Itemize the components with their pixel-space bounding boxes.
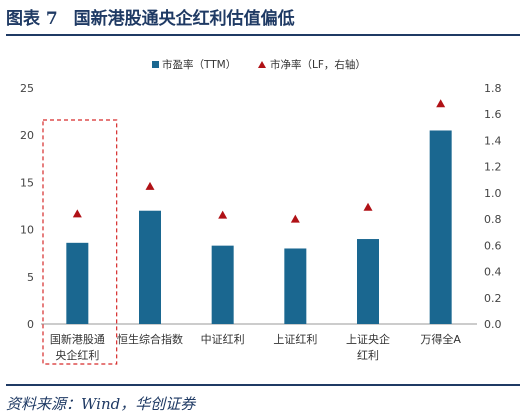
x-tick-label: 国新港股通 [50,332,105,346]
y-right-tick-label: 0.0 [484,318,502,331]
y-right-tick-label: 1.6 [484,108,502,121]
bar [284,248,307,324]
highlight-box [42,119,118,365]
x-tick-label: 中证红利 [201,333,245,346]
legend-marker-label: 市净率（LF，右轴） [270,58,366,71]
pb-marker [290,214,300,223]
bar [429,130,452,324]
source-rule [6,384,520,386]
pb-marker [145,181,155,190]
x-tick-label: 恒生综合指数 [117,332,183,346]
y-left-tick-label: 0 [27,318,34,331]
legend-bar-swatch [152,61,159,68]
x-tick-label: 红利 [357,349,379,362]
y-left-tick-label: 25 [20,82,34,95]
y-left-tick-label: 10 [20,224,34,237]
x-tick-label: 央企红利 [55,348,99,362]
y-right-tick-label: 0.6 [484,239,502,252]
y-right-tick-label: 0.4 [484,266,502,279]
y-left-tick-label: 20 [20,129,34,142]
y-right-tick-label: 0.8 [484,213,502,226]
pb-marker [363,202,373,211]
pb-marker [436,99,446,108]
source-note: 资料来源：Wind，华创证券 [6,395,196,413]
bar [139,210,161,324]
y-right-tick-label: 1.4 [484,134,502,147]
y-left-tick-label: 5 [27,271,34,284]
pb-marker [72,209,82,218]
y-right-tick-label: 1.0 [484,187,502,200]
y-left-tick-label: 15 [20,176,34,189]
x-tick-label: 上证红利 [273,333,317,346]
x-tick-label: 上证央企 [346,332,390,346]
legend-marker-swatch [258,61,266,68]
y-right-tick-label: 1.2 [484,161,502,174]
figure-heading: 国新港股通央企红利估值偏低 [73,9,295,29]
bar [357,239,379,324]
figure-label: 图表 7 [6,9,58,29]
y-right-tick-label: 1.8 [484,82,502,95]
y-right-tick-label: 0.2 [484,292,502,305]
bar [66,242,89,324]
figure-title: 图表 7 国新港股通央企红利估值偏低 [6,4,295,29]
pb-marker [218,210,228,219]
x-tick-label: 万得全A [420,332,461,346]
title-rule [6,34,520,36]
legend-bar-label: 市盈率（TTM） [162,58,236,71]
bar [211,245,234,324]
